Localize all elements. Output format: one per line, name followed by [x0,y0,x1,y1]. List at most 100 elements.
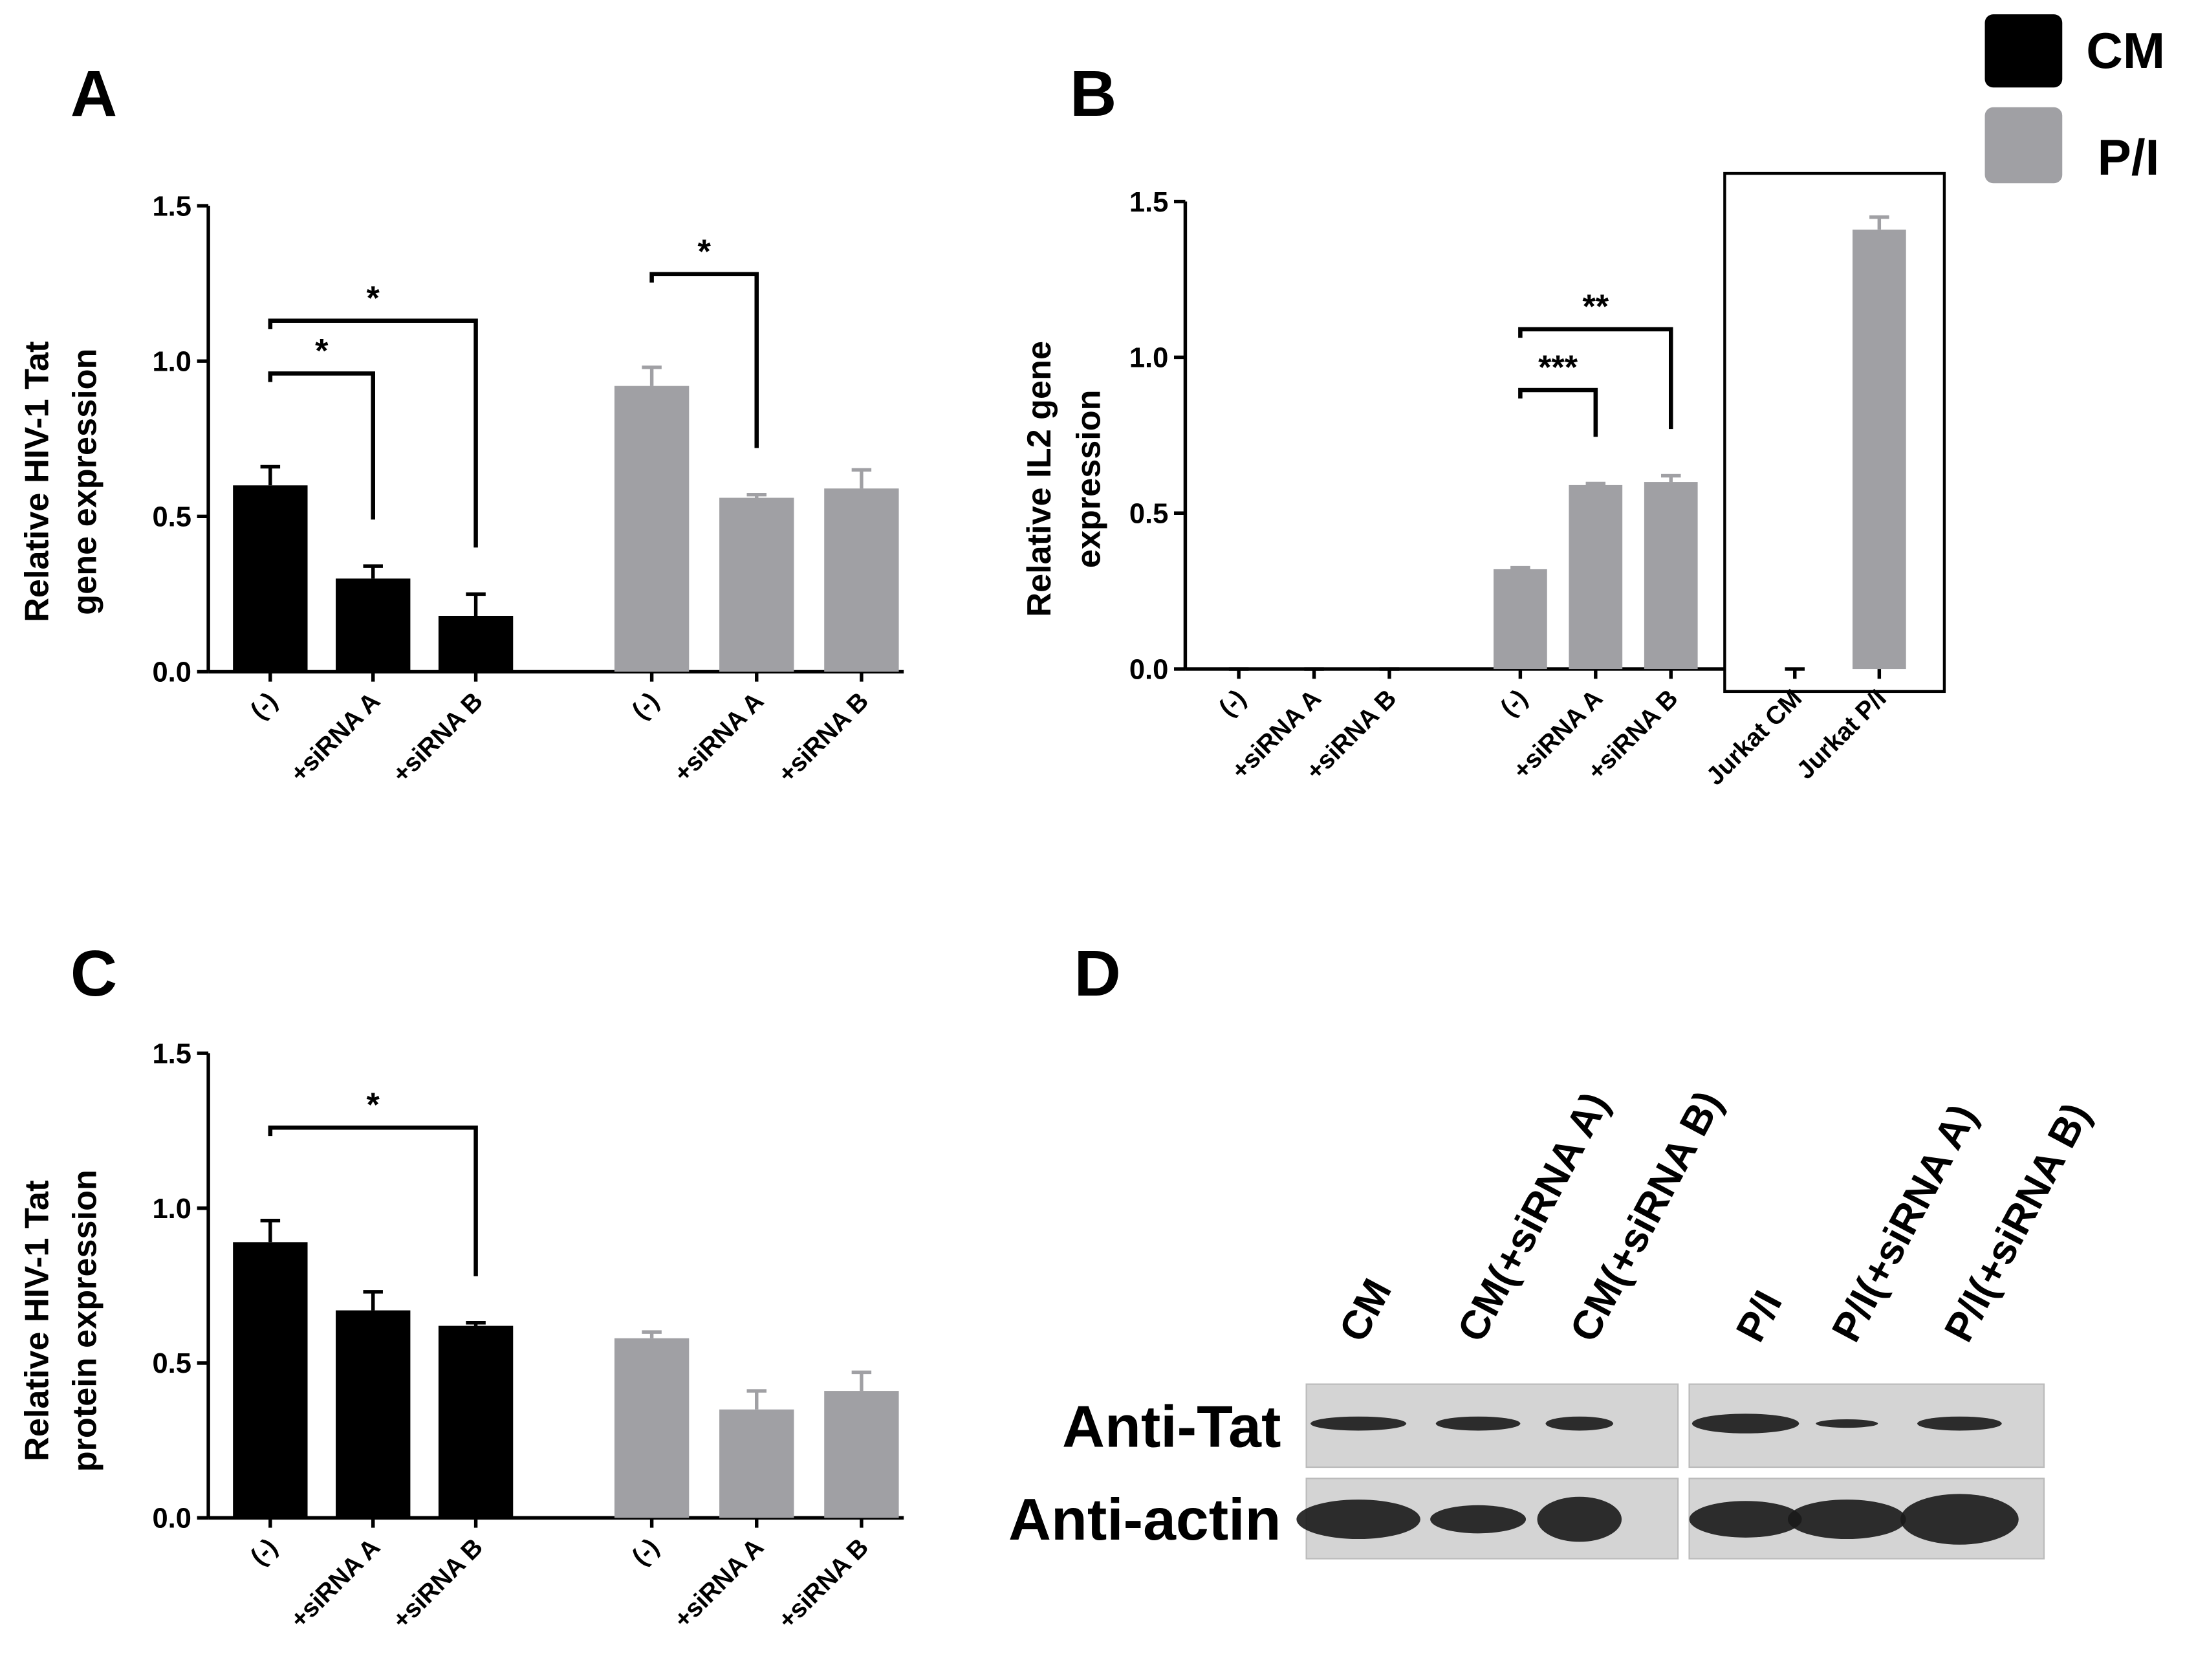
y-tick-label: 1.5 [152,191,191,222]
error-bar [851,468,872,489]
x-tick-label: +siRNA A [669,687,769,787]
error-bar [642,1330,662,1338]
blot-band [1917,1416,2002,1431]
significance-label: * [315,333,329,370]
error-bar [1585,481,1606,486]
blot-band [1787,1500,1906,1540]
bar [824,1391,899,1518]
error-bar [260,464,281,486]
error-bar [746,492,766,498]
x-tick-label: (-) [1213,684,1251,722]
x-tick-label: +siRNA B [773,1533,874,1634]
blot-band [1816,1419,1878,1428]
error-bar [260,1219,281,1243]
x-tick-label: +siRNA B [387,1533,488,1634]
error-bar [1661,474,1681,483]
x-tick-label: +siRNA B [387,687,488,788]
x-tick-label: (-) [1495,684,1533,722]
x-tick-label: Jurkat P/I [1792,684,1892,785]
y-tick-label: 1.5 [152,1038,191,1069]
blot-band [1545,1416,1614,1431]
significance-label: ** [1582,289,1609,326]
bar [438,1325,514,1518]
bar [233,485,308,672]
blot-band [1900,1494,2019,1545]
y-axis-label: Relative HIV-1 Tat [19,341,56,622]
y-axis-label: expression [1070,389,1107,568]
legend-swatch [1984,14,2063,88]
bar [614,386,690,672]
bar [719,497,794,672]
error-bar [466,592,486,616]
legend-label: P/I [2098,129,2160,186]
x-tick-label: +siRNA A [285,687,386,787]
significance-bracket [649,272,759,448]
y-tick-label: 0.5 [1129,498,1168,529]
error-bar [1869,215,1889,230]
significance-bracket [1518,387,1598,437]
blot-band [1691,1413,1799,1434]
bar [1852,229,1906,670]
error-bar [466,1321,486,1326]
legend-label: CM [2086,22,2165,79]
x-tick-label: (-) [627,687,664,725]
y-axis-label: Relative HIV-1 Tat [19,1181,56,1461]
bar [336,1310,411,1518]
panel-label: D [1074,937,1121,1010]
y-tick-label: 1.0 [152,346,191,377]
blot-band [1296,1500,1420,1540]
significance-bracket [268,318,478,548]
bar [438,615,514,672]
x-tick-label: (-) [245,1533,283,1571]
panel-label: B [1070,58,1116,130]
bar [1494,569,1547,670]
significance-label: *** [1538,349,1578,387]
blot-band [1430,1505,1527,1534]
significance-bracket [268,371,375,520]
lane-label: CM [1331,1272,1400,1349]
bar [824,488,899,672]
significance-bracket [1518,327,1673,430]
bar [1569,485,1623,670]
significance-bracket [268,1125,478,1276]
error-bar [851,1370,872,1391]
row-label: Anti-actin [1008,1487,1281,1553]
x-tick-label: (-) [245,687,283,725]
row-label: Anti-Tat [1062,1393,1281,1459]
x-tick-label: +siRNA A [669,1533,769,1633]
bar [336,578,411,672]
bar [614,1338,690,1518]
error-bar [363,564,383,579]
x-tick-label: (-) [627,1533,664,1571]
x-tick-label: +siRNA A [285,1533,386,1633]
lane-label: P/I [1728,1283,1791,1349]
y-tick-label: 1.5 [1129,187,1168,218]
error-bar [642,365,662,386]
bar [1644,482,1698,670]
x-tick-label: Jurkat CM [1701,684,1807,791]
y-tick-label: 0.5 [152,1348,191,1379]
error-bar [1510,565,1530,570]
error-bar [746,1389,766,1410]
blot-band [1689,1501,1802,1538]
significance-label: * [367,1087,380,1124]
highlight-box [1723,171,1946,693]
blot-band [1310,1416,1407,1431]
y-tick-label: 0.5 [152,502,191,533]
y-tick-label: 1.0 [1129,343,1168,374]
bar [719,1409,794,1518]
error-bar [363,1290,383,1311]
y-axis-label: protein expression [67,1170,104,1472]
y-axis-label: gene expression [67,349,104,615]
blot-band [1435,1416,1521,1431]
significance-label: * [367,279,380,317]
panel-label: A [71,58,117,130]
blot-band [1537,1496,1622,1542]
y-tick-label: 0.0 [152,657,191,688]
y-tick-label: 0.0 [152,1503,191,1534]
x-tick-label: +siRNA B [773,687,874,788]
panel-label: C [71,937,117,1010]
y-axis-label: Relative IL2 gene [1021,341,1058,617]
significance-label: * [698,233,712,270]
